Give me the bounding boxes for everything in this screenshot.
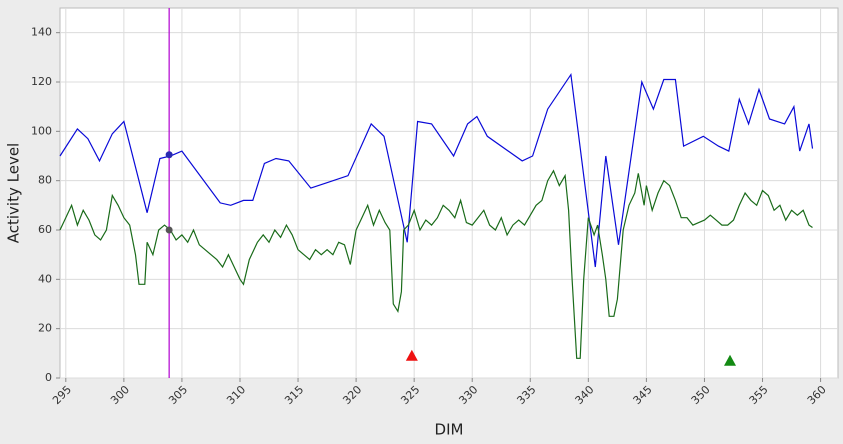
y-tick-label: 20 [38, 322, 52, 335]
marker-point [165, 151, 173, 159]
x-tick-label: 350 [689, 383, 713, 407]
y-tick-label: 60 [38, 223, 52, 236]
y-tick-label: 120 [31, 75, 52, 88]
marker-triangle [405, 349, 418, 361]
x-tick-label: 340 [573, 383, 597, 407]
x-tick-label: 295 [50, 383, 74, 407]
y-tick-label: 100 [31, 124, 52, 137]
x-tick-label: 325 [398, 383, 422, 407]
x-tick-label: 320 [340, 383, 364, 407]
x-tick-label: 355 [747, 383, 771, 407]
marker-triangle [724, 354, 737, 366]
x-tick-label: 300 [108, 383, 132, 407]
y-tick-label: 80 [38, 174, 52, 187]
y-tick-label: 140 [31, 26, 52, 39]
y-tick-label: 0 [45, 371, 52, 384]
y-tick-label: 40 [38, 272, 52, 285]
series-line [59, 169, 813, 359]
marker-point [165, 226, 173, 234]
x-tick-label: 315 [282, 383, 306, 407]
x-axis-title: DIM [435, 421, 464, 439]
x-tick-label: 310 [224, 383, 248, 407]
x-tick-label: 335 [514, 383, 538, 407]
series-line [59, 72, 814, 268]
x-tick-label: 345 [631, 383, 655, 407]
x-tick-label: 360 [805, 383, 829, 407]
plot-area [59, 7, 839, 379]
y-axis-title: Activity Level [5, 143, 23, 243]
x-tick-label: 305 [166, 383, 190, 407]
x-tick-label: 330 [456, 383, 480, 407]
